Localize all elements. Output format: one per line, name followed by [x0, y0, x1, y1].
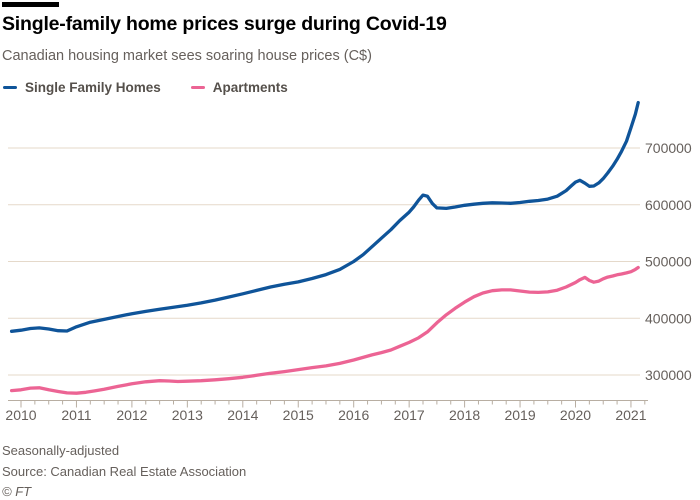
footnote: Seasonally-adjusted — [2, 443, 120, 458]
x-tick-label: 2017 — [394, 407, 425, 423]
y-tick-label: 700000 — [645, 140, 692, 156]
ft-header-rule — [2, 2, 59, 7]
x-tick-label: 2011 — [61, 407, 91, 423]
x-tick-label: 2015 — [283, 407, 314, 423]
y-tick-label: 500000 — [645, 254, 692, 270]
x-tick-label: 2020 — [560, 407, 591, 423]
series-line-apartments — [9, 265, 640, 395]
legend-swatch-single-family-homes — [3, 85, 17, 90]
x-tick-label: 2016 — [338, 407, 369, 423]
x-tick-label: 2013 — [172, 407, 203, 423]
y-tick-label: 600000 — [645, 197, 692, 213]
legend-label-apartments: Apartments — [212, 80, 288, 95]
legend-item-single-family-homes: Single Family Homes — [3, 80, 161, 95]
page-subtitle: Canadian housing market sees soaring hou… — [2, 48, 372, 64]
series-line-single-family-homes — [9, 100, 640, 333]
legend-swatch-apartments — [190, 85, 205, 90]
x-tick-label: 2012 — [116, 407, 147, 423]
chart-legend: Single Family Homes Apartments — [3, 80, 288, 95]
legend-item-apartments: Apartments — [190, 80, 288, 95]
page-title: Single-family home prices surge during C… — [2, 13, 447, 35]
price-line-chart: 300000 400000 500000 600000 700000 2010 2011 20… — [5, 100, 692, 423]
y-tick-label: 300000 — [645, 367, 692, 383]
y-tick-label: 400000 — [645, 310, 692, 326]
source-line: Source: Canadian Real Estate Association — [2, 463, 247, 479]
x-tick-label: 2010 — [5, 407, 36, 423]
x-tick-label: 2021 — [615, 407, 646, 423]
chart-footer: Seasonally-adjusted Source: Canadian Rea… — [2, 441, 246, 500]
x-tick-label: 2014 — [227, 407, 258, 423]
x-tick-label: 2018 — [449, 407, 480, 423]
ft-credit: © FT — [2, 484, 32, 499]
legend-label-single-family-homes: Single Family Homes — [25, 80, 161, 95]
x-tick-label: 2019 — [504, 407, 535, 423]
